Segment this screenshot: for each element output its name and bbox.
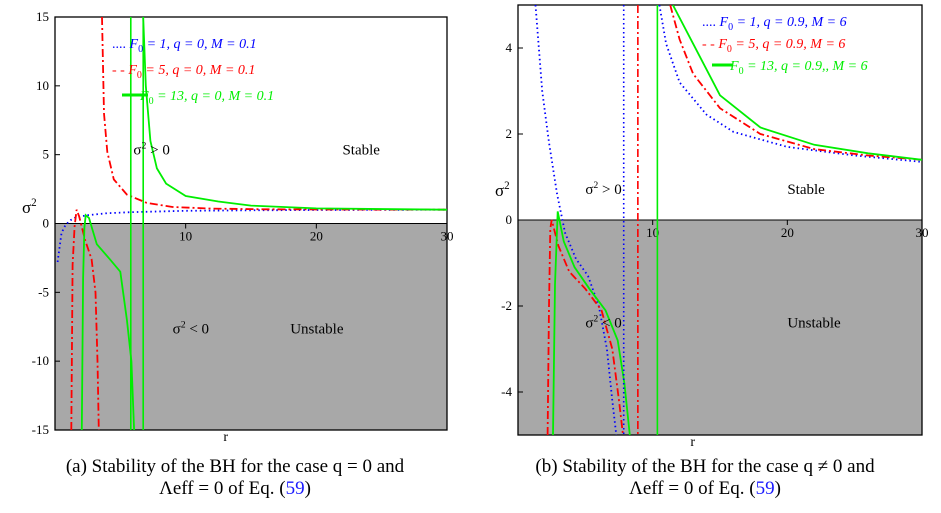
unstable-region (55, 223, 447, 430)
series-line-3 (552, 211, 631, 435)
y-axis-label: σ2 (22, 197, 37, 217)
y-tick-label: 5 (43, 147, 50, 162)
caption-a-line1: (a) Stability of the BH for the case q =… (65, 456, 405, 477)
caption-b-equation-link[interactable]: 59 (755, 478, 775, 499)
legend-entry-2: - - F0 = 5, q = 0.9, M = 6 (702, 37, 845, 55)
x-tick-label: 30 (441, 229, 454, 244)
region-annotation: σ2 > 0 (585, 180, 621, 198)
unstable-region (518, 220, 922, 435)
region-annotation: σ2 < 0 (585, 314, 621, 332)
region-annotation: Unstable (290, 322, 344, 338)
series-line-3 (672, 5, 922, 161)
caption-a-text: Λeff = 0 of Eq. ( (159, 478, 286, 499)
caption-b-close: ) (774, 478, 781, 499)
x-axis-label: r (690, 435, 695, 450)
legend-entry-3: F0 = 13, q = 0, M = 0.1 (139, 89, 274, 107)
y-tick-label: 10 (36, 78, 49, 93)
series-line-1 (56, 208, 447, 263)
legend-entry-3: F0 = 13, q = 0.9,, M = 6 (729, 59, 868, 77)
y-axis-label: σ2 (495, 180, 510, 200)
series-group (534, 5, 922, 435)
x-axis-label: r (223, 430, 228, 445)
x-tick-label: 20 (310, 229, 323, 244)
series-line-3 (80, 213, 135, 430)
chart-panel-b: 10 20 30 -4 -2 0 2 4 σ2 r σ2 > 0 Stable σ2 < 0 Unstab… (495, 4, 929, 450)
y-tick-label: 0 (43, 216, 50, 231)
y-tick-label: -2 (501, 298, 512, 313)
y-tick-label: -5 (38, 284, 49, 299)
y-tick-label: -10 (32, 353, 49, 368)
region-annotation: Unstable (787, 316, 841, 332)
legend-entry-2: - - F0 = 5, q = 0, M = 0.1 (112, 63, 255, 81)
legend: .... F0 = 1, q = 0.9, M = 6 - - F0 = 5, q… (702, 15, 868, 77)
y-tick-label: -15 (32, 422, 49, 437)
caption-a: (a) Stability of the BH for the case q =… (2, 456, 468, 500)
caption-b-line2: Λeff = 0 of Eq. (59) (470, 478, 940, 500)
x-tick-label: 10 (646, 225, 659, 240)
y-tick-label: 2 (506, 126, 513, 141)
series-line-1 (658, 5, 922, 163)
y-tick-label: 0 (506, 212, 513, 227)
y-tick-label: -4 (501, 384, 512, 399)
caption-b-line1: (b) Stability of the BH for the case q ≠… (535, 456, 875, 477)
region-annotation: Stable (342, 143, 380, 159)
caption-a-close: ) (304, 478, 311, 499)
series-group (56, 17, 447, 430)
caption-a-equation-link[interactable]: 59 (285, 478, 305, 499)
legend-entry-1: .... F0 = 1, q = 0, M = 0.1 (112, 37, 257, 55)
caption-a-line2: Λeff = 0 of Eq. (59) (2, 478, 468, 500)
region-annotation: σ2 > 0 (133, 141, 169, 159)
x-tick-label: 20 (781, 225, 794, 240)
series-line-2 (669, 5, 922, 161)
y-tick-label: 4 (506, 40, 513, 55)
series-line-2 (546, 219, 624, 435)
legend-entry-1: .... F0 = 1, q = 0.9, M = 6 (702, 15, 847, 33)
region-annotation: σ2 < 0 (173, 320, 209, 338)
region-annotation: Stable (787, 182, 825, 198)
caption-b-text: Λeff = 0 of Eq. ( (629, 478, 756, 499)
x-tick-label: 10 (179, 229, 192, 244)
legend: .... F0 = 1, q = 0, M = 0.1 - - F0 = 5, q… (112, 37, 274, 107)
y-tick-label: 15 (36, 9, 49, 24)
caption-b: (b) Stability of the BH for the case q ≠… (470, 456, 940, 500)
series-line-2 (70, 209, 100, 430)
chart-panel-a: 10 20 30 -15 -10 -5 0 5 10 15 σ2 r σ2 > 0 Stable σ2 < … (22, 9, 454, 445)
x-tick-label: 30 (916, 225, 929, 240)
series-line-2 (101, 17, 447, 211)
series-line-3 (142, 17, 447, 211)
